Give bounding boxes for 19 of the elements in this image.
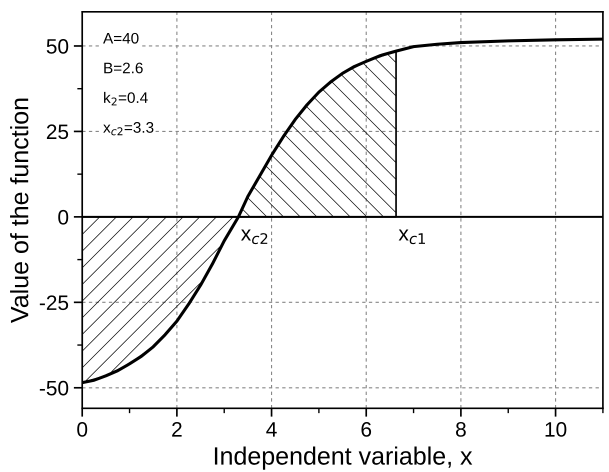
annotation: B=2.6 bbox=[104, 62, 143, 74]
x-tick-label: 4 bbox=[266, 422, 277, 437]
y-tick-label: 50 bbox=[46, 38, 68, 54]
y-axis-title: Value of the function bbox=[10, 98, 28, 323]
x-axis-title: Independent variable, x bbox=[214, 446, 472, 470]
x-tick-label: 2 bbox=[172, 422, 182, 437]
annotation: k$_{2}$=0.4 bbox=[104, 92, 148, 106]
annotation: x$_{c1}$ bbox=[398, 229, 425, 244]
x-tick-label: 10 bbox=[546, 422, 566, 437]
y-tick-label: 25 bbox=[46, 124, 68, 140]
annotation: x$_{c2}$ bbox=[241, 229, 268, 244]
y-tick-label: -50 bbox=[40, 380, 68, 396]
annotation: A=40 bbox=[103, 32, 139, 44]
x-tick-label: 0 bbox=[77, 422, 88, 437]
x-tick-label: 6 bbox=[361, 422, 372, 437]
x-tick-label: 8 bbox=[456, 422, 466, 437]
y-tick-label: 0 bbox=[58, 210, 68, 225]
y-tick-label: -25 bbox=[40, 295, 68, 310]
annotation: x$_{c2}$=3.3 bbox=[103, 122, 154, 136]
